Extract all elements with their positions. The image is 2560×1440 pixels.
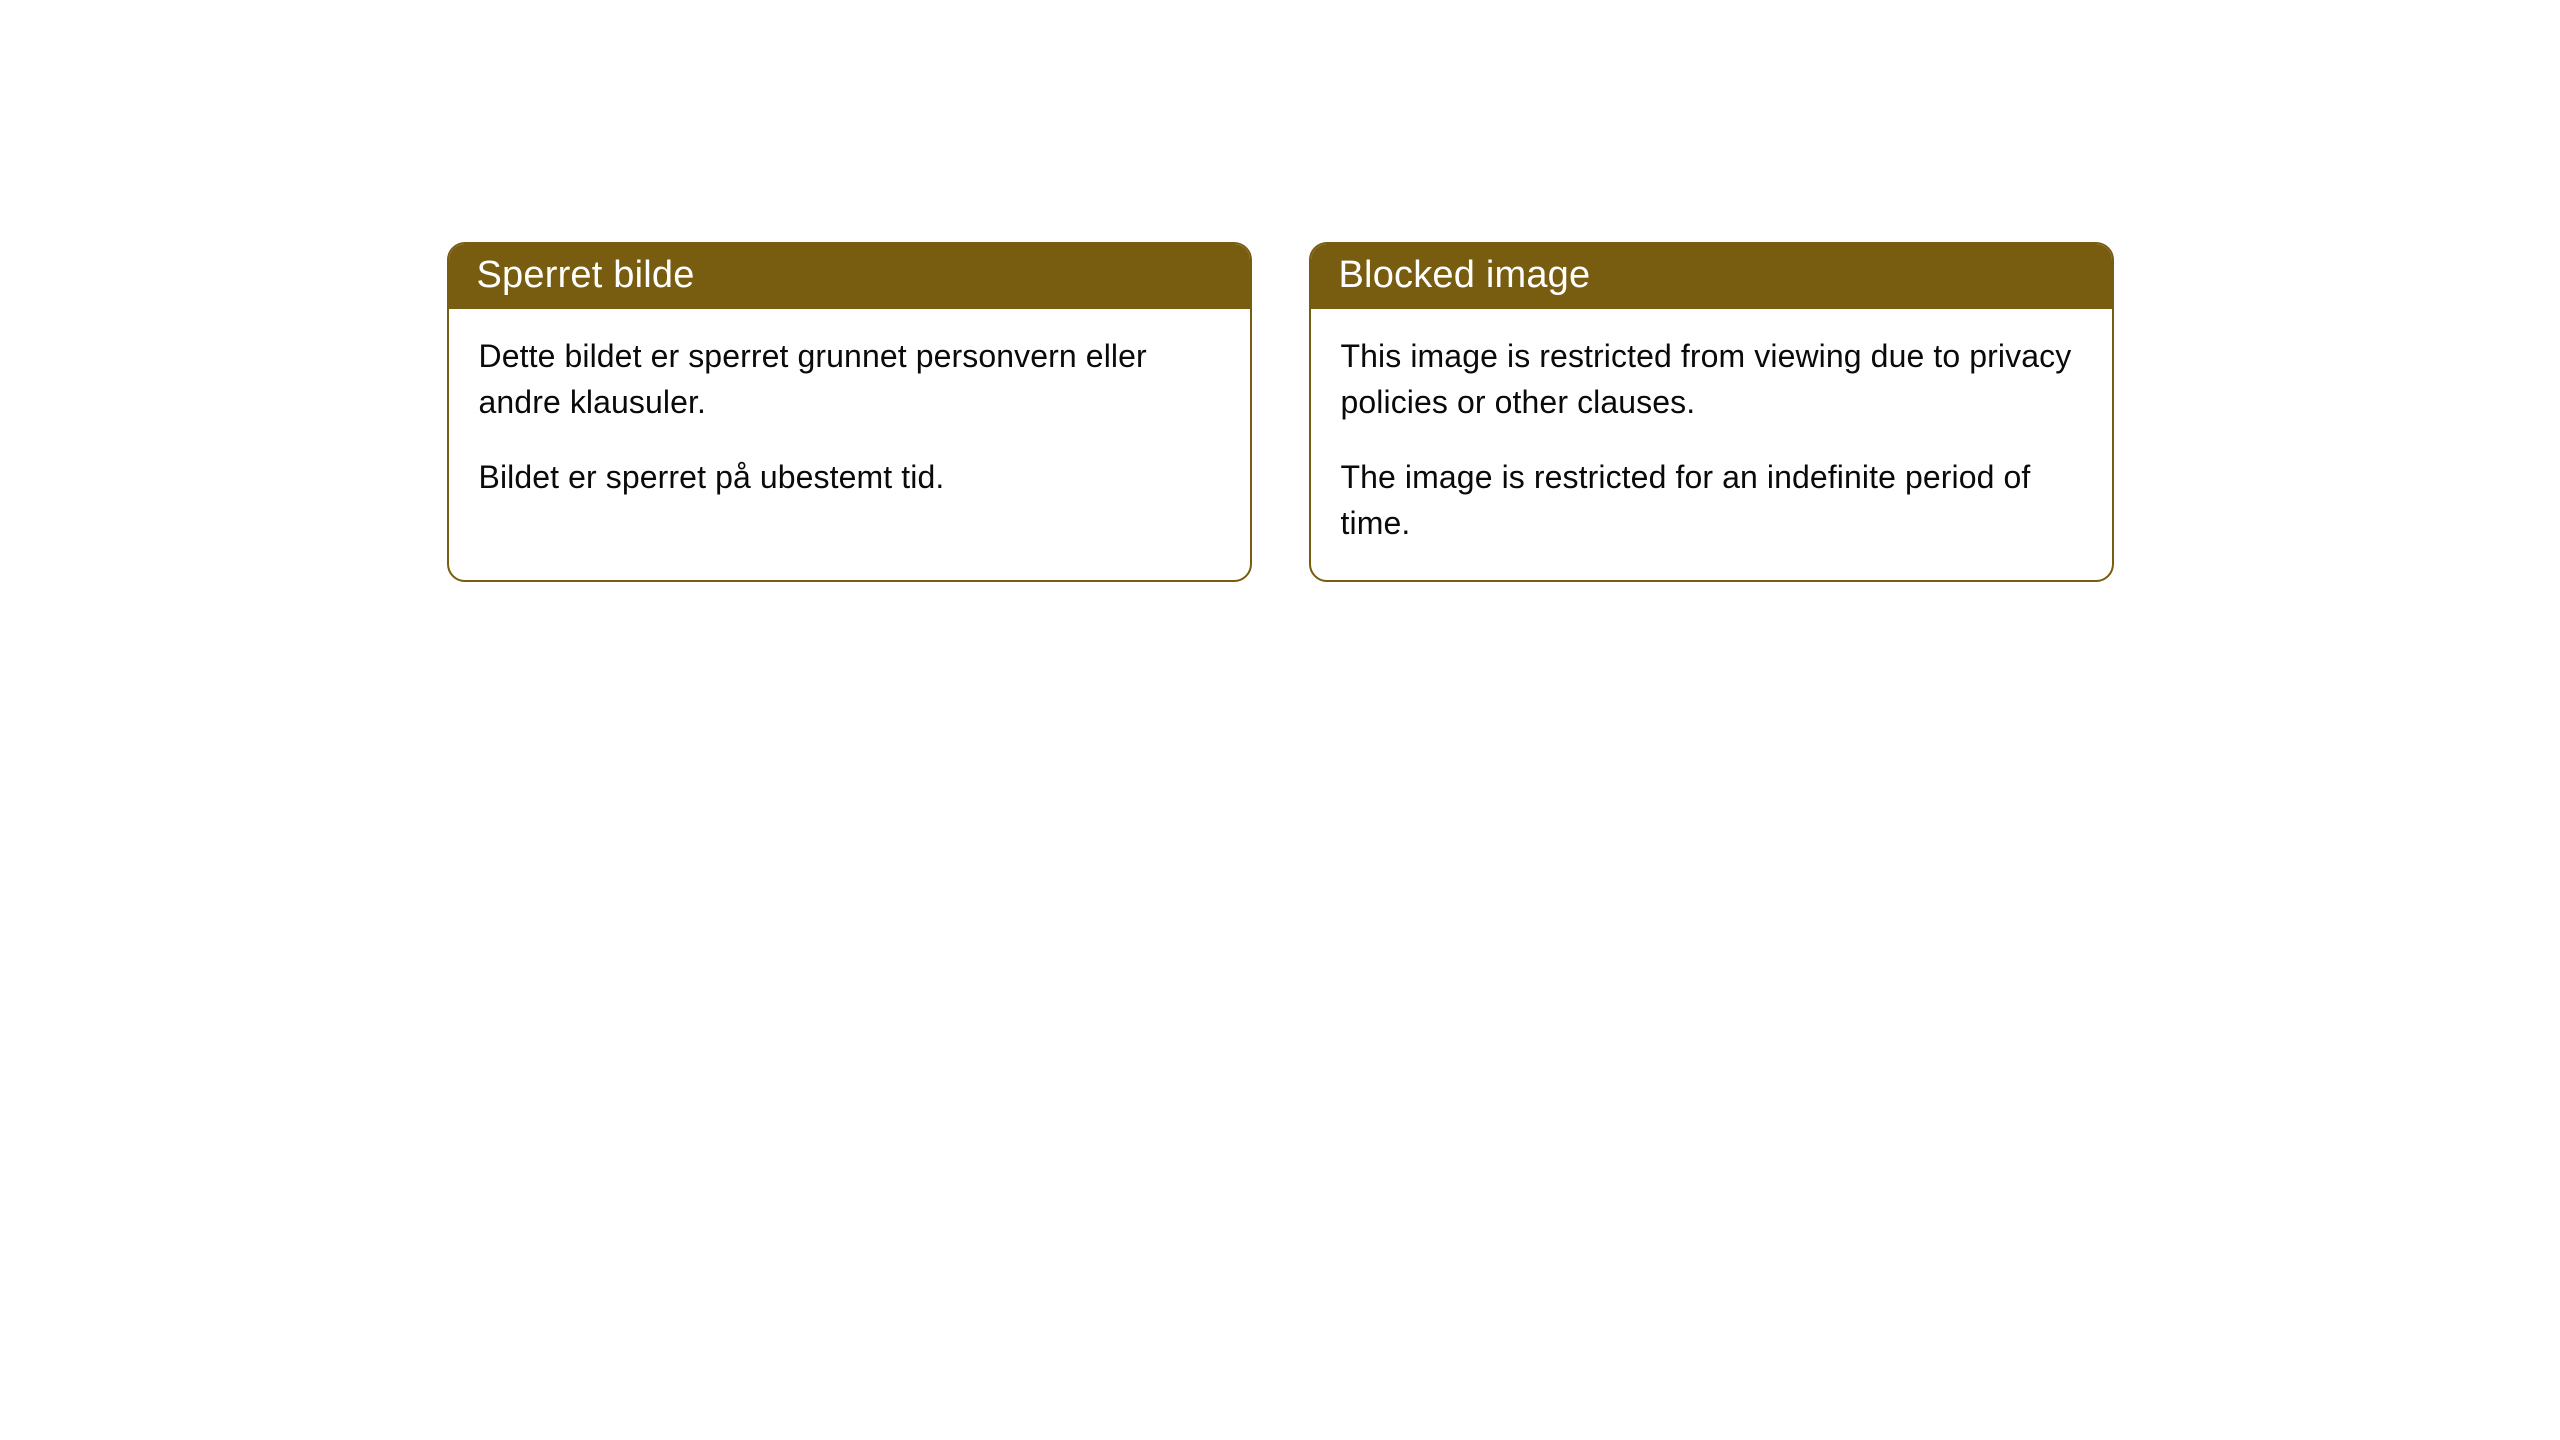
cards-container: Sperret bilde Dette bildet er sperret gr… bbox=[447, 242, 2114, 1440]
blocked-image-card-norwegian: Sperret bilde Dette bildet er sperret gr… bbox=[447, 242, 1252, 582]
card-paragraph-1: Dette bildet er sperret grunnet personve… bbox=[479, 333, 1220, 426]
card-header-english: Blocked image bbox=[1311, 244, 2112, 309]
blocked-image-card-english: Blocked image This image is restricted f… bbox=[1309, 242, 2114, 582]
card-title: Blocked image bbox=[1339, 254, 1591, 296]
card-body-norwegian: Dette bildet er sperret grunnet personve… bbox=[449, 309, 1250, 540]
card-paragraph-2: The image is restricted for an indefinit… bbox=[1341, 454, 2082, 547]
card-paragraph-2: Bildet er sperret på ubestemt tid. bbox=[479, 454, 1220, 500]
card-title: Sperret bilde bbox=[477, 254, 695, 296]
card-body-english: This image is restricted from viewing du… bbox=[1311, 309, 2112, 582]
card-header-norwegian: Sperret bilde bbox=[449, 244, 1250, 309]
card-paragraph-1: This image is restricted from viewing du… bbox=[1341, 333, 2082, 426]
